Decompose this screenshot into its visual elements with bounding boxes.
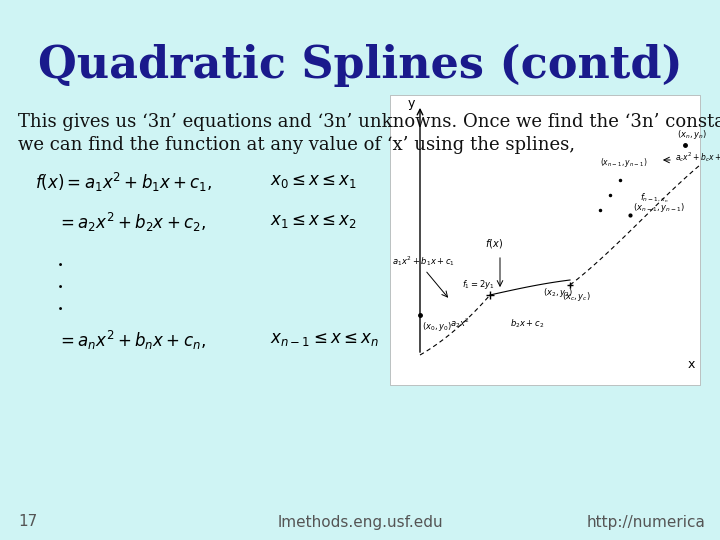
FancyBboxPatch shape xyxy=(390,95,700,385)
Text: Quadratic Splines (contd): Quadratic Splines (contd) xyxy=(37,43,683,86)
Text: $x_{n-1} \leq x \leq x_n$: $x_{n-1} \leq x \leq x_n$ xyxy=(270,332,379,348)
Text: $a_2x^2$: $a_2x^2$ xyxy=(450,316,469,330)
Text: $(x_2,y_2)$: $(x_2,y_2)$ xyxy=(543,286,573,299)
Text: 17: 17 xyxy=(18,515,37,530)
Text: y: y xyxy=(408,97,415,110)
Text: $(x_n,y_n)$: $(x_n,y_n)$ xyxy=(677,128,707,141)
Text: $b_2x+c_2$: $b_2x+c_2$ xyxy=(510,318,544,330)
Text: .: . xyxy=(57,293,64,315)
Text: $x_0 \leq x \leq x_1$: $x_0 \leq x \leq x_1$ xyxy=(270,173,357,191)
Text: we can find the function at any value of ‘x’ using the splines,: we can find the function at any value of… xyxy=(18,136,575,154)
Text: This gives us ‘3n’ equations and ‘3n’ unknowns. Once we find the ‘3n’ constants,: This gives us ‘3n’ equations and ‘3n’ un… xyxy=(18,113,720,131)
Text: $f(x) = a_1x^2 + b_1x + c_1,$: $f(x) = a_1x^2 + b_1x + c_1,$ xyxy=(35,171,212,193)
Text: $(x_{n-1},y_{n-1})$: $(x_{n-1},y_{n-1})$ xyxy=(600,156,647,169)
Text: $f_1=2y_1$: $f_1=2y_1$ xyxy=(462,278,495,291)
Text: $(x_0,y_0)$: $(x_0,y_0)$ xyxy=(422,320,452,333)
Text: $(x_{n-1},y_{n-1})$: $(x_{n-1},y_{n-1})$ xyxy=(633,201,685,214)
Text: $(x_c,y_c)$: $(x_c,y_c)$ xyxy=(562,290,591,303)
Text: $= a_nx^2 + b_nx + c_n,$: $= a_nx^2 + b_nx + c_n,$ xyxy=(57,328,206,352)
Text: $f_{n-1,x_n}$: $f_{n-1,x_n}$ xyxy=(640,191,668,205)
Text: .: . xyxy=(57,271,64,293)
Text: lmethods.eng.usf.edu: lmethods.eng.usf.edu xyxy=(277,515,443,530)
Text: $= a_2x^2 + b_2x + c_2,$: $= a_2x^2 + b_2x + c_2,$ xyxy=(57,211,206,233)
Text: $a_1x^2+b_1x+c_1$: $a_1x^2+b_1x+c_1$ xyxy=(392,254,455,268)
Text: $a_cx^2+b_cx+c_c$: $a_cx^2+b_cx+c_c$ xyxy=(675,150,720,164)
Text: http://numerica: http://numerica xyxy=(586,515,705,530)
Text: .: . xyxy=(57,249,64,271)
Text: $x_1 \leq x \leq x_2$: $x_1 \leq x \leq x_2$ xyxy=(270,213,357,231)
Text: x: x xyxy=(688,359,695,372)
Text: $f(x)$: $f(x)$ xyxy=(485,238,503,251)
